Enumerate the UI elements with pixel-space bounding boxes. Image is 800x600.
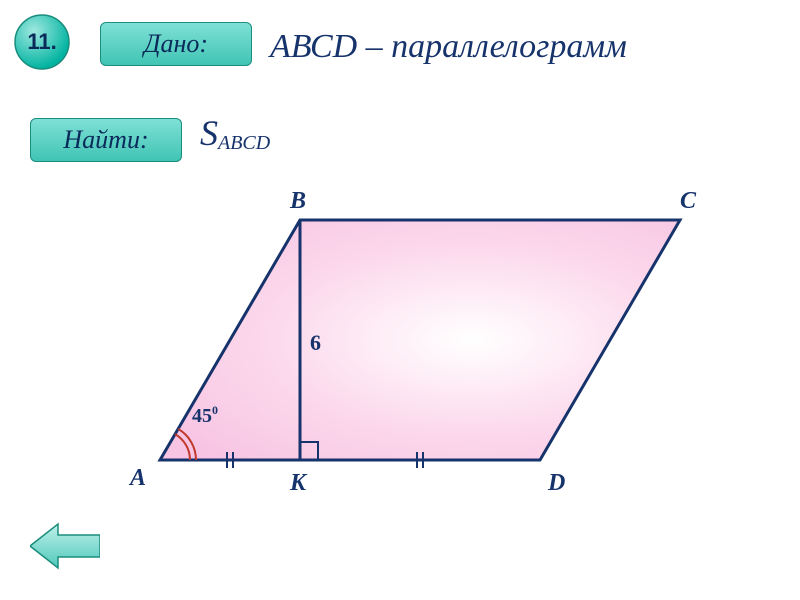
vertex-label-d: D xyxy=(547,470,565,496)
parallelogram-shape xyxy=(160,220,680,460)
find-label: Найти: xyxy=(30,118,182,162)
formula-subscript: ABCD xyxy=(218,132,270,154)
back-button[interactable] xyxy=(30,520,100,572)
given-label-text: Дано: xyxy=(144,29,208,59)
vertex-label-c: С xyxy=(680,188,697,214)
find-formula: SABCD xyxy=(200,112,270,155)
vertex-label-k: K xyxy=(289,470,308,496)
given-statement: АВСD – параллелограмм xyxy=(270,28,627,66)
given-label: Дано: xyxy=(100,22,252,66)
vertex-label-a: А xyxy=(128,465,146,491)
diagram-svg: А В С D K 6 450 xyxy=(120,190,740,510)
given-statement-text: АВСD – параллелограмм xyxy=(270,28,627,65)
vertex-label-b: В xyxy=(289,188,306,214)
problem-number-badge: 11. xyxy=(14,14,70,70)
parallelogram-diagram: А В С D K 6 450 xyxy=(120,190,740,510)
formula-main: S xyxy=(200,113,218,153)
height-value-label: 6 xyxy=(310,330,321,355)
problem-number: 11. xyxy=(27,29,56,55)
back-arrow-icon xyxy=(30,520,100,572)
find-label-text: Найти: xyxy=(63,125,148,155)
